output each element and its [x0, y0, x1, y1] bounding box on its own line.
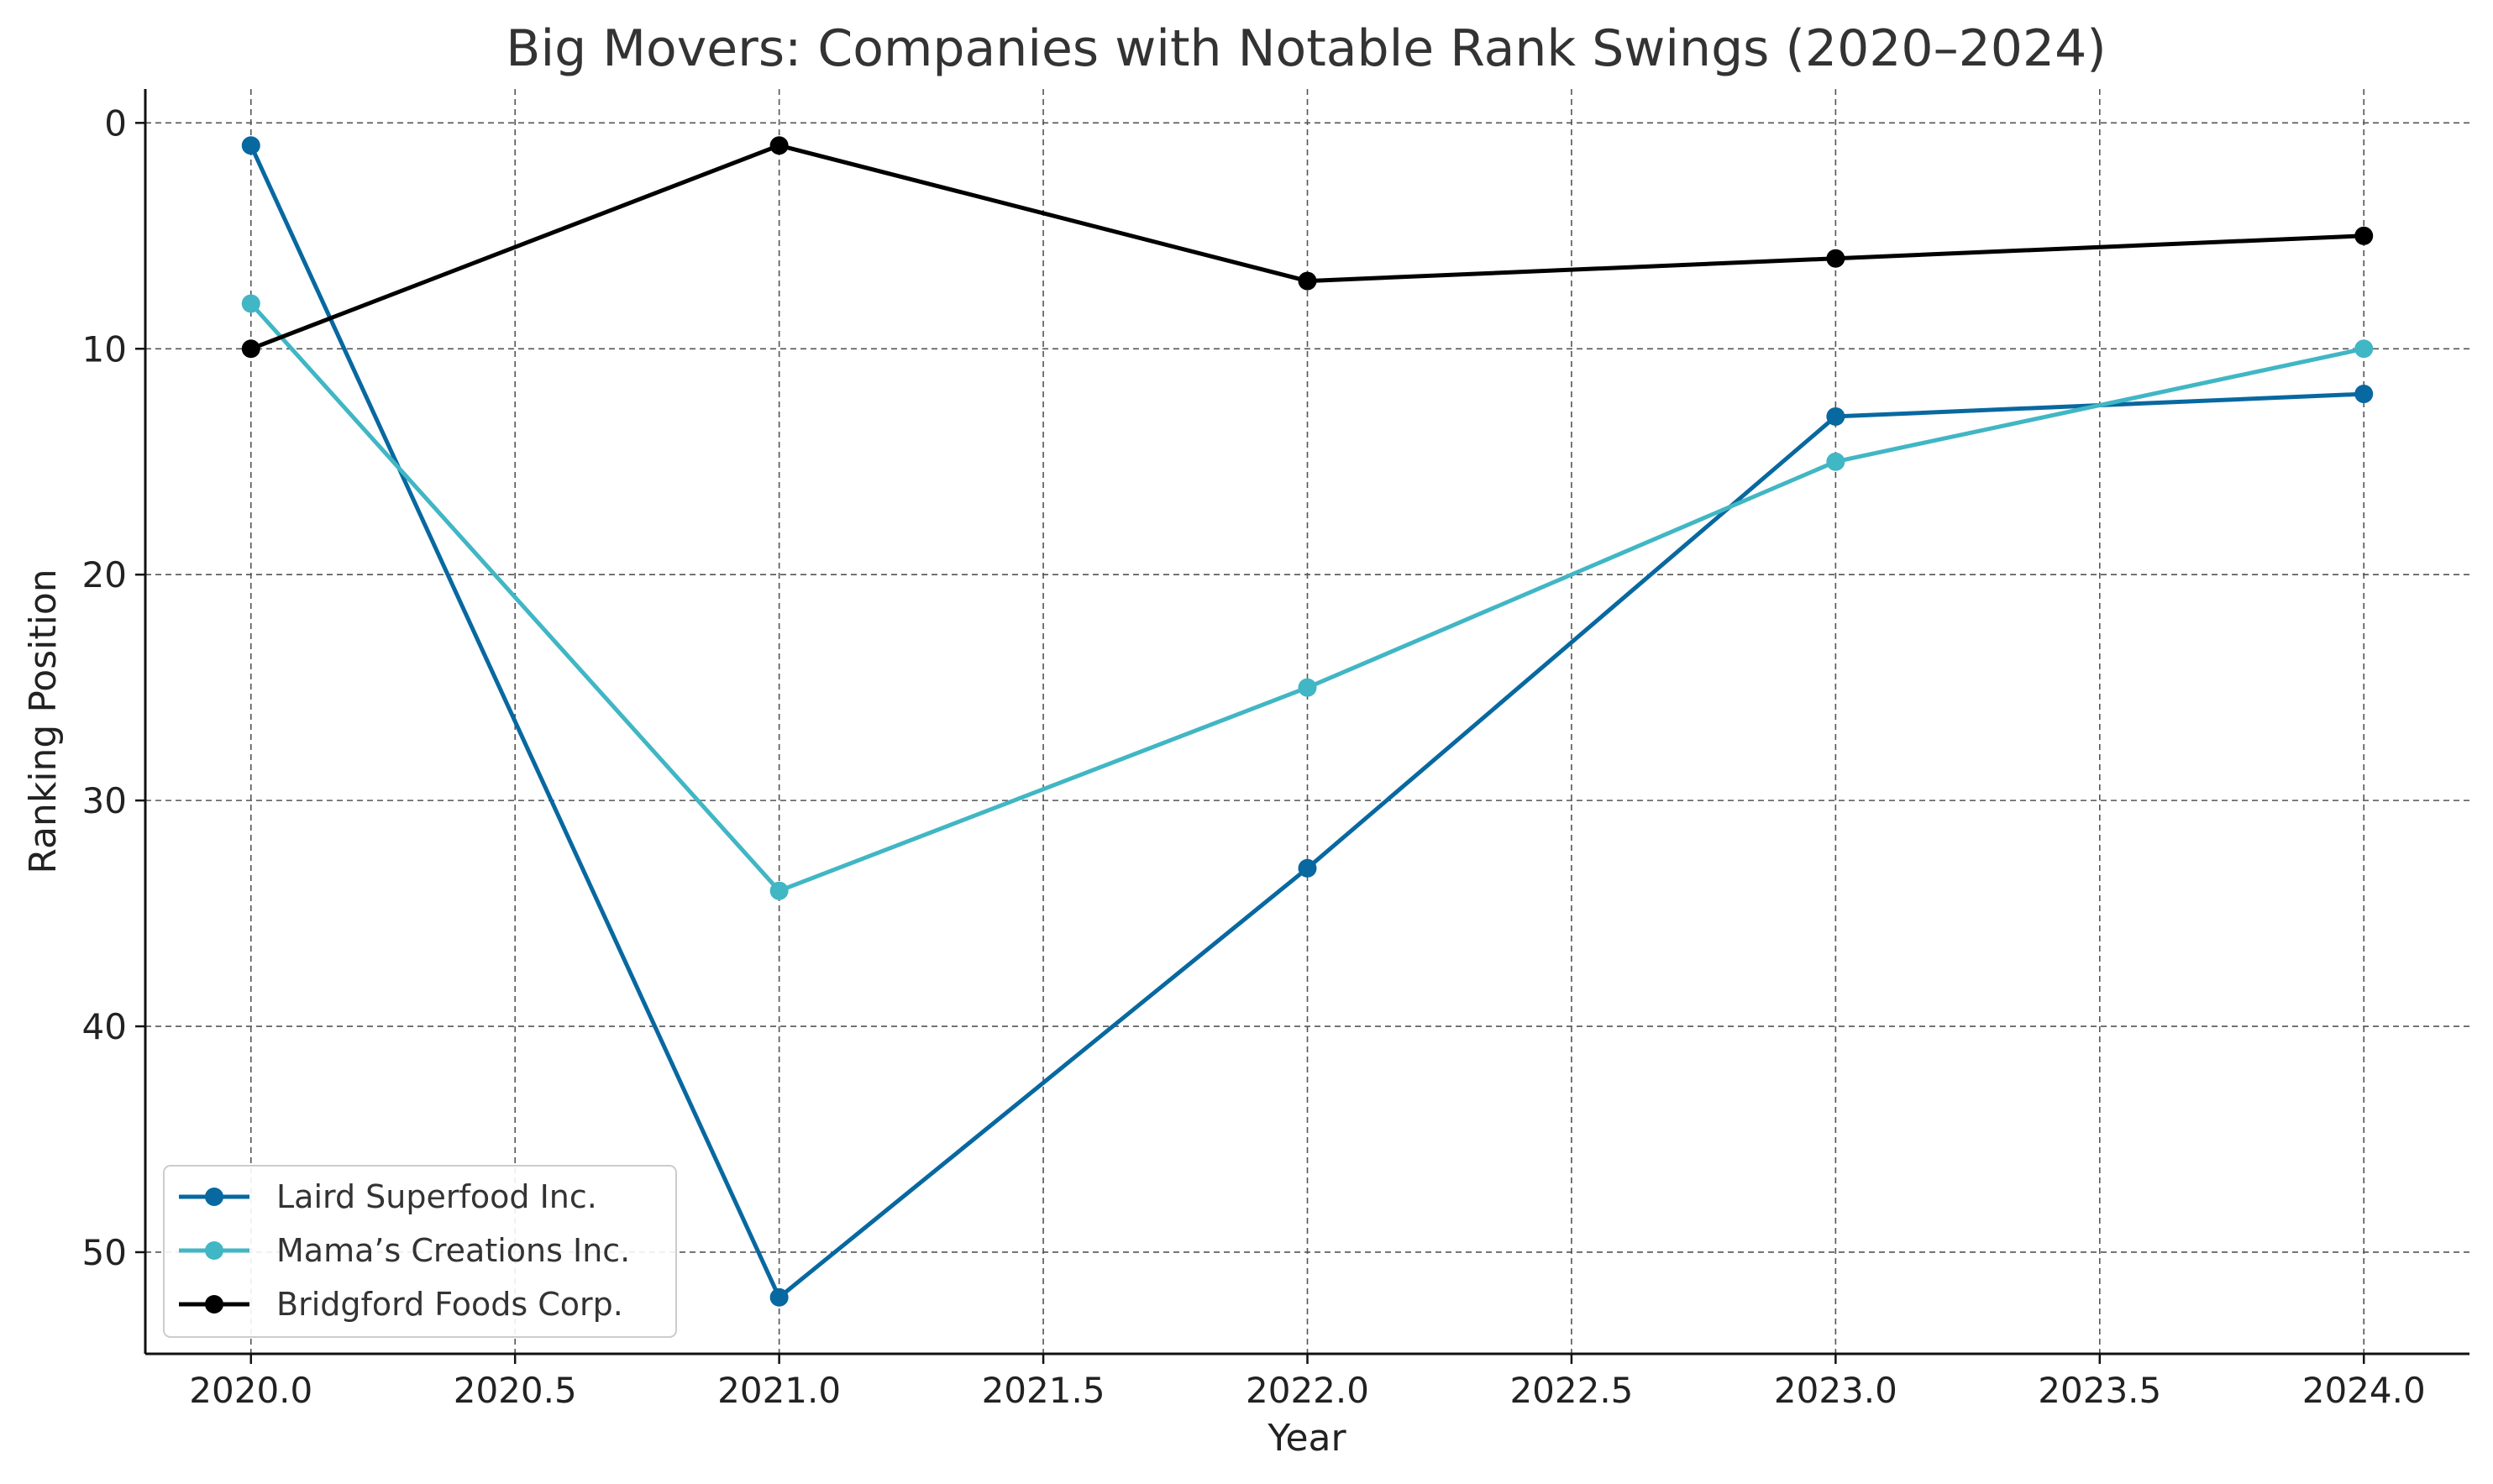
legend-item: Laird Superfood Inc. [179, 1178, 597, 1215]
y-tick-label: 0 [104, 102, 127, 144]
y-axis-ticks: 0 10 20 30 40 50 [82, 102, 145, 1273]
y-tick-label: 30 [82, 780, 127, 821]
y-axis-label: Ranking Position [22, 569, 65, 873]
legend-marker [205, 1241, 223, 1260]
series-3 [241, 136, 2374, 359]
y-tick-label: 40 [82, 1006, 127, 1047]
data-point [2354, 226, 2374, 245]
x-axis-ticks: 2020.0 2020.5 2021.0 2021.5 2022.0 2022.5 2023… [189, 1354, 2426, 1411]
data-point [241, 136, 260, 155]
chart-title: Big Movers: Companies with Notable Rank … [506, 19, 2106, 78]
data-point [769, 881, 789, 900]
data-point [241, 339, 260, 359]
x-tick-label: 2020.0 [189, 1370, 312, 1411]
legend-label: Laird Superfood Inc. [276, 1178, 597, 1215]
series-line [249, 143, 2364, 351]
data-point [2354, 385, 2374, 404]
data-point [769, 1287, 789, 1307]
data-point [1298, 858, 1317, 878]
x-tick-label: 2023.0 [1774, 1370, 1897, 1411]
legend-marker [205, 1295, 223, 1314]
data-point [241, 294, 260, 313]
x-tick-label: 2024.0 [2302, 1370, 2426, 1411]
legend-item: Bridgford Foods Corp. [179, 1286, 623, 1323]
data-point [2354, 339, 2374, 359]
legend: Laird Superfood Inc. Mama’s Creations Inc… [163, 1165, 677, 1338]
x-axis-label: Year [1267, 1417, 1346, 1460]
y-tick-label: 50 [82, 1232, 127, 1273]
y-tick-label: 10 [82, 328, 127, 370]
data-point [1298, 271, 1317, 291]
data-point [1298, 678, 1317, 697]
legend-label: Bridgford Foods Corp. [276, 1286, 623, 1323]
legend-marker [205, 1188, 223, 1206]
x-tick-label: 2020.5 [454, 1370, 577, 1411]
data-series [241, 136, 2374, 1307]
x-tick-label: 2021.0 [717, 1370, 841, 1411]
x-tick-label: 2023.5 [2038, 1370, 2161, 1411]
series-line [249, 144, 2364, 1300]
legend-box [163, 1165, 677, 1338]
data-point [1826, 406, 1845, 426]
legend-label: Mama’s Creations Inc. [276, 1232, 630, 1269]
x-tick-label: 2022.5 [1509, 1370, 1633, 1411]
series-2 [241, 294, 2374, 900]
y-tick-label: 20 [82, 554, 127, 595]
data-point [769, 136, 789, 155]
series-1 [241, 136, 2374, 1307]
data-point [1826, 249, 1845, 268]
x-tick-label: 2021.5 [982, 1370, 1105, 1411]
legend-item: Mama’s Creations Inc. [179, 1232, 630, 1269]
grid-lines [145, 89, 2469, 1354]
data-point [1826, 452, 1845, 471]
x-tick-label: 2022.0 [1246, 1370, 1369, 1411]
